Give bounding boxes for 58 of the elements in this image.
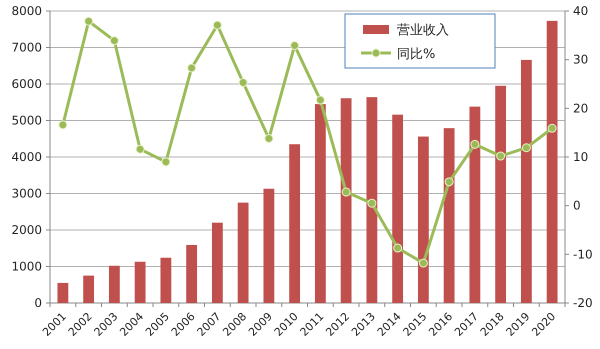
point: [238, 78, 248, 88]
bar: [57, 282, 68, 303]
y2-tick-label: -20: [573, 296, 593, 310]
bar: [314, 104, 326, 303]
point: [496, 152, 506, 161]
y2-tick-label: -10: [573, 247, 593, 262]
bar: [520, 60, 532, 303]
y-tick-label: 5000: [11, 114, 42, 128]
point: [161, 157, 170, 166]
bar: [392, 114, 404, 303]
point: [367, 198, 376, 208]
bar: [366, 97, 378, 303]
y-tick-label: 1000: [11, 260, 42, 274]
point: [84, 16, 94, 26]
point: [264, 134, 274, 144]
y-tick-label: 3000: [11, 186, 42, 200]
point: [212, 20, 222, 30]
bar: [108, 266, 120, 303]
bar: [160, 258, 172, 303]
bar: [83, 276, 94, 303]
point: [470, 140, 480, 149]
bar: [340, 98, 352, 303]
point: [522, 143, 531, 152]
legend-label: 营业收入: [397, 23, 449, 38]
y-tick-label: 0: [34, 296, 42, 310]
bar: [495, 86, 506, 303]
y2-tick-label: 0: [573, 198, 581, 213]
point: [342, 188, 351, 197]
bar: [263, 188, 274, 303]
point: [393, 244, 402, 253]
bar: [444, 128, 455, 303]
bar: [418, 136, 429, 303]
legend-label: 同比%: [397, 47, 436, 62]
y2-tick-label: 30: [573, 52, 588, 67]
point: [110, 36, 119, 46]
point: [58, 120, 68, 130]
point: [444, 177, 454, 186]
point: [136, 144, 145, 154]
point: [418, 258, 428, 268]
bar: [186, 244, 198, 303]
y-tick-label: 7000: [11, 40, 42, 54]
y2-tick-label: 10: [573, 150, 588, 164]
y2-tick-label: 20: [573, 101, 588, 116]
point: [548, 124, 557, 133]
point: [316, 96, 325, 105]
bar: [238, 202, 249, 303]
bar: [469, 106, 480, 303]
point: [290, 41, 300, 50]
y-tick-label: 6000: [11, 77, 42, 91]
y2-tick-label: 40: [573, 4, 588, 18]
point: [187, 63, 196, 72]
y-tick-label: 8000: [11, 4, 42, 18]
y-tick-label: 4000: [11, 150, 42, 164]
bar: [212, 222, 223, 303]
bar: [289, 144, 300, 303]
bar: [546, 20, 558, 303]
bar: [134, 262, 146, 303]
y-tick-label: 2000: [11, 223, 42, 237]
